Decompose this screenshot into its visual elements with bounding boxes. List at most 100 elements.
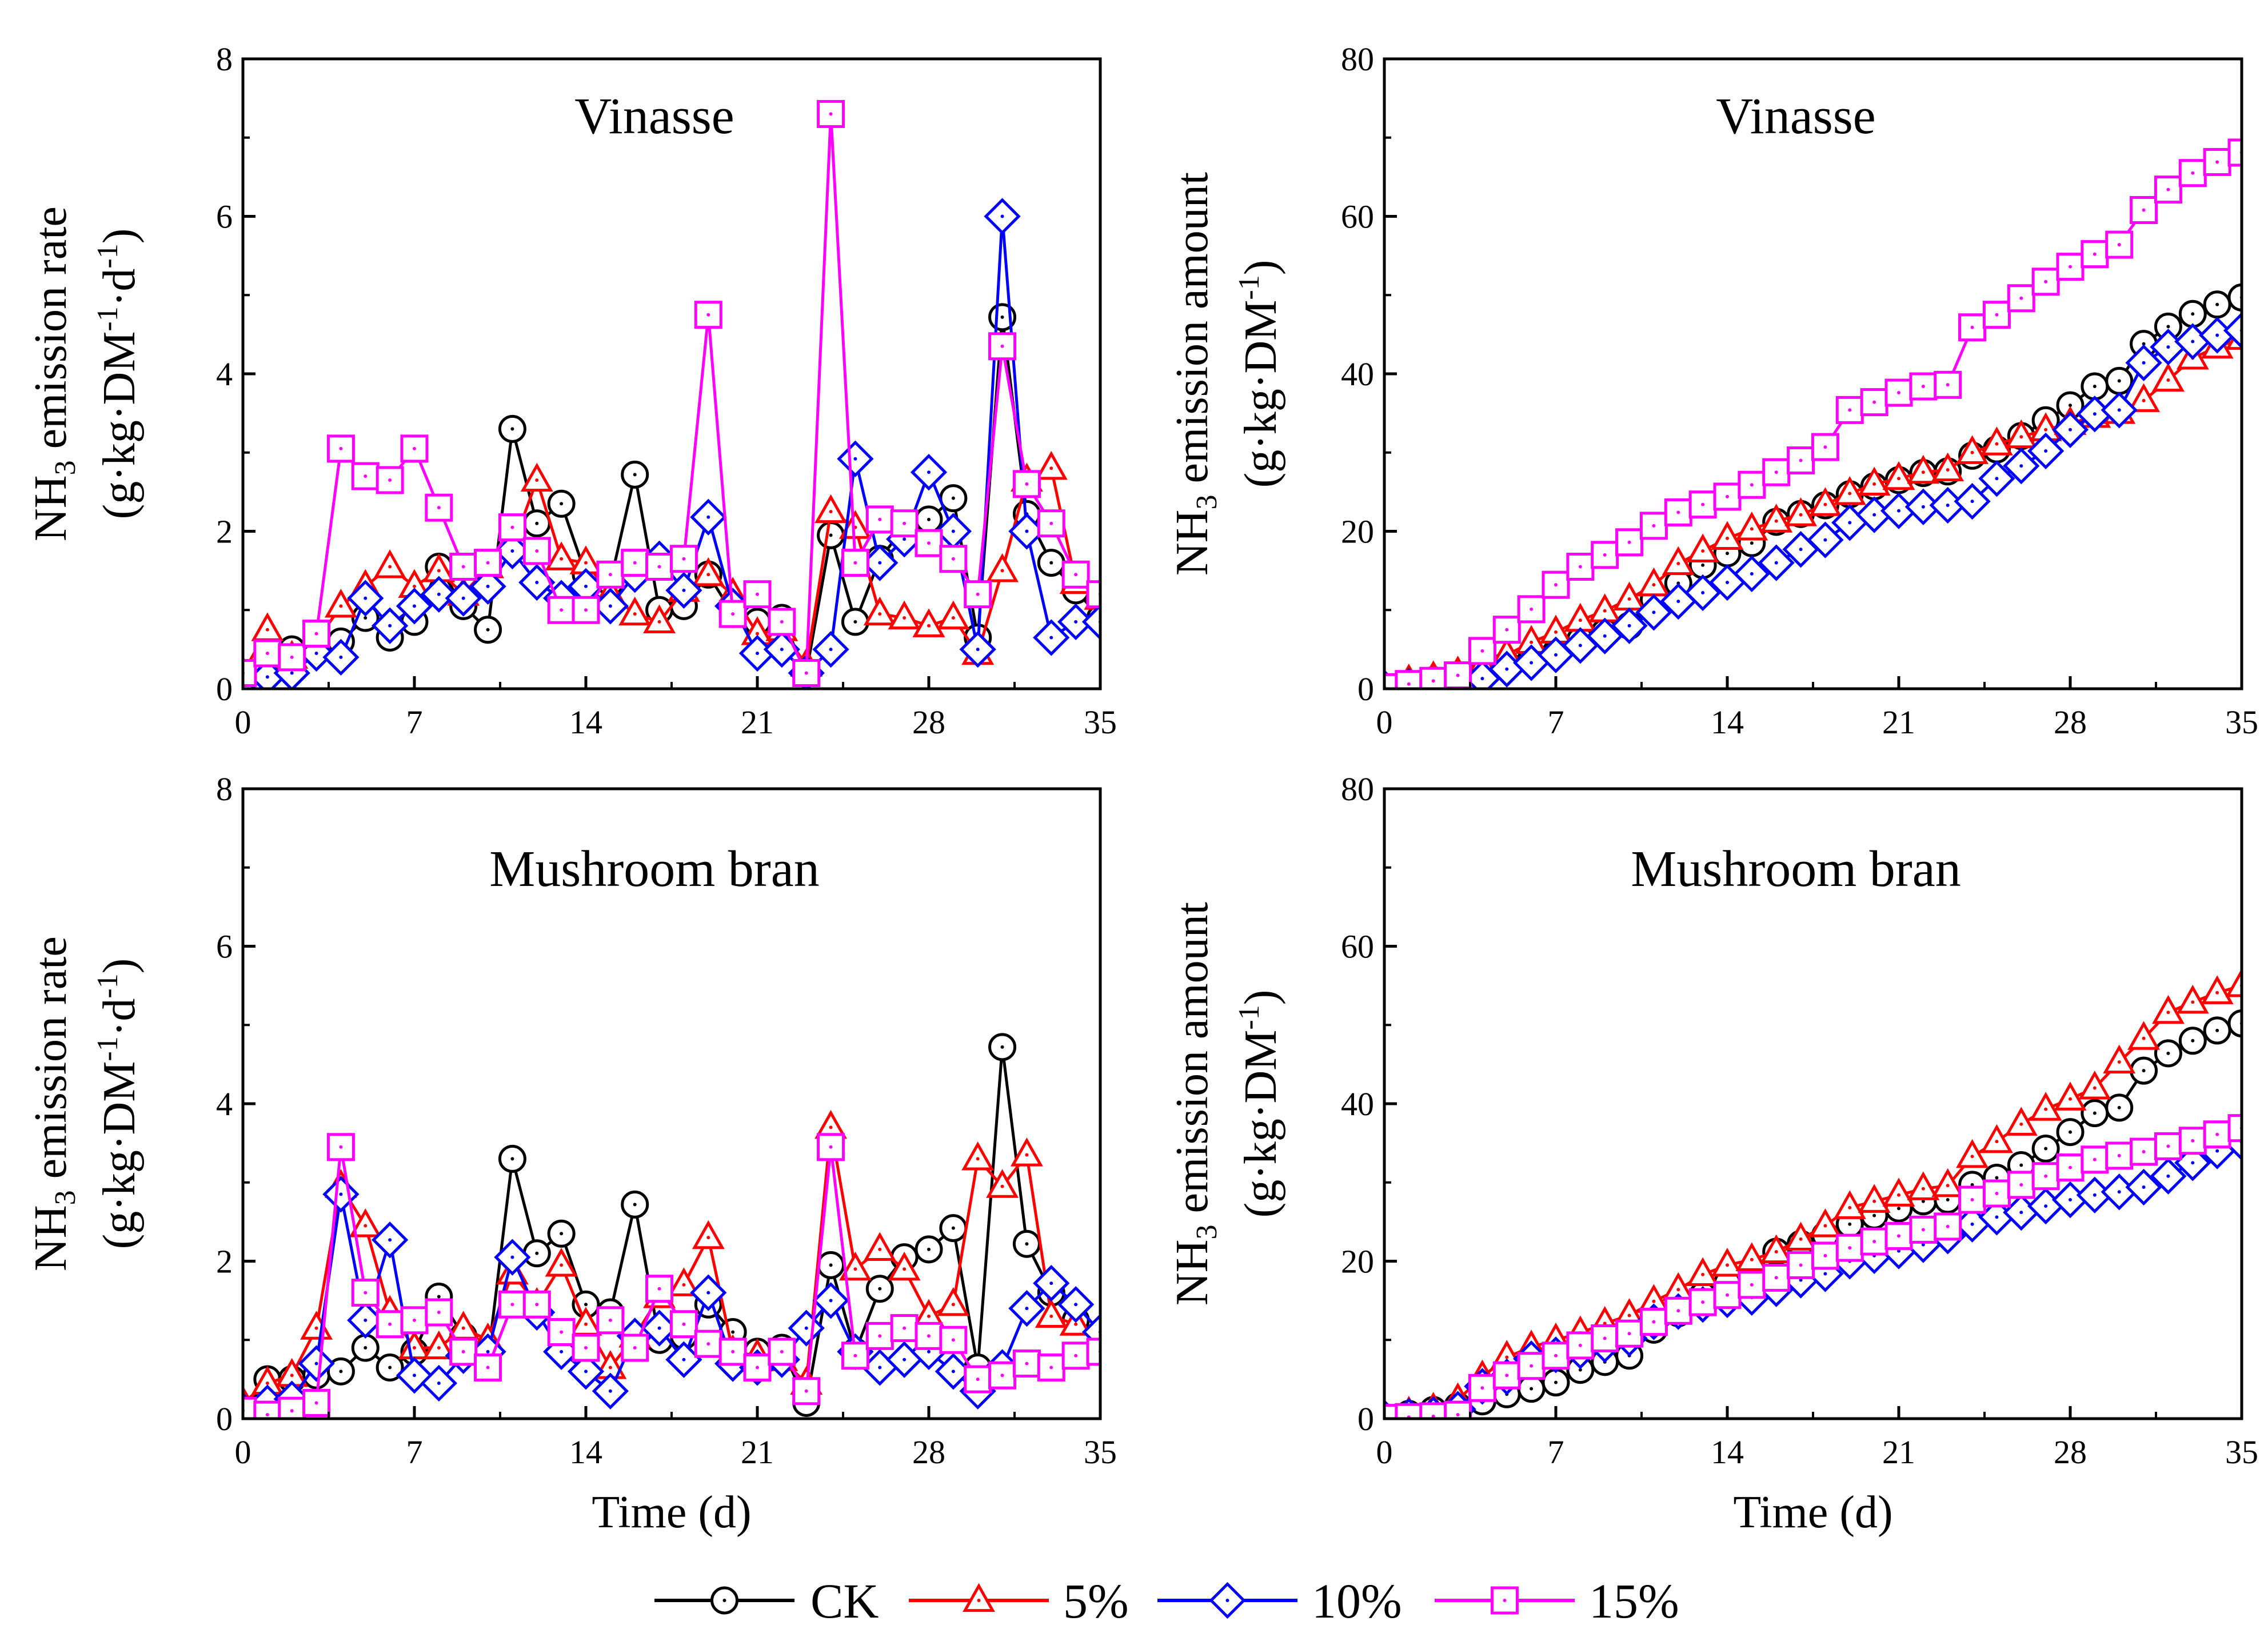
data-point-10pct-28-dot [2069, 1198, 2072, 1202]
data-point-15pct-13-dot [560, 1330, 564, 1334]
data-point-15pct-11-dot [510, 525, 514, 529]
data-point-5pct-16 [1760, 504, 1793, 533]
data-point-15pct-0 [243, 658, 257, 687]
data-point-CK-13-dot [560, 502, 564, 506]
data-point-15pct-8-dot [437, 1311, 441, 1315]
data-point-15pct-5-dot [364, 474, 368, 478]
data-point-10pct-26-dot [2019, 464, 2023, 468]
data-point-5pct-27-dot [903, 1267, 907, 1271]
data-point-15pct-35 [2227, 1114, 2242, 1143]
data-point-15pct-25-dot [1995, 313, 1999, 317]
data-point-10pct-22-dot [1921, 1243, 1925, 1247]
panel-title: Vinasse [1716, 88, 1876, 145]
data-point-5pct-17-dot [1799, 513, 1803, 517]
data-point-15pct-8-dot [1578, 1343, 1582, 1347]
data-point-10pct-8-dot [1578, 644, 1582, 648]
data-point-15pct-31 [2130, 1137, 2158, 1166]
y-title-nh: NH [1167, 509, 1217, 576]
data-point-5pct-25 [1980, 1124, 2013, 1153]
data-point-5pct-13-dot [1701, 549, 1705, 553]
y-unit-main: (g·kg·DM [94, 332, 145, 520]
data-point-5pct-28 [2054, 1081, 2087, 1111]
data-point-10pct-32-dot [1025, 529, 1029, 533]
data-point-5pct-21-dot [1897, 1193, 1900, 1197]
data-point-15pct-17 [645, 1275, 674, 1303]
data-point-CK-30-dot [2117, 1105, 2121, 1109]
y-tick-label: 0 [1357, 670, 1374, 708]
data-point-15pct-31-dot [2142, 208, 2146, 212]
data-point-5pct-8-dot [437, 569, 441, 573]
data-point-CK-19-dot [1848, 1222, 1852, 1226]
data-point-15pct-25-dot [853, 561, 857, 565]
data-point-10pct-24-dot [829, 648, 833, 652]
data-point-CK-34-dot [2215, 302, 2219, 306]
data-point-15pct-4-dot [339, 1145, 343, 1149]
data-point-15pct-22-dot [1921, 385, 1925, 389]
data-point-10pct-29-dot [2093, 1193, 2097, 1197]
y-tick-label: 6 [216, 198, 233, 235]
series-group [243, 1033, 1100, 1419]
data-point-15pct-10-dot [486, 561, 490, 565]
panel-title: Mushroom bran [489, 841, 819, 897]
data-point-15pct-17-dot [1799, 1263, 1803, 1267]
data-point-15pct-26-dot [2019, 296, 2023, 300]
data-point-5pct-26 [2005, 419, 2038, 449]
data-point-5pct-30 [2103, 1044, 2136, 1074]
data-point-10pct-17-dot [1799, 548, 1803, 552]
data-point-10pct-4-dot [339, 1192, 343, 1196]
data-point-15pct-14-dot [1726, 1293, 1729, 1297]
y-unit-sup: -1 [1233, 275, 1265, 300]
data-point-15pct-6-dot [388, 478, 392, 482]
data-point-5pct-19-dot [1848, 492, 1852, 496]
data-point-15pct-27-dot [903, 1326, 907, 1330]
data-point-15pct-7-dot [413, 446, 416, 450]
data-point-5pct-26-dot [878, 612, 882, 616]
data-point-CK-30-dot [2117, 379, 2121, 383]
y-axis-title-line1: NH3 emission rate [26, 206, 82, 541]
data-point-5pct-28 [912, 608, 945, 637]
data-point-15pct-23 [1934, 1212, 1962, 1241]
data-point-5pct-25 [838, 1251, 872, 1281]
x-axis-title: Time (d) [592, 1487, 751, 1538]
data-point-10pct-9-dot [461, 596, 465, 600]
data-point-15pct-33-dot [2191, 1139, 2195, 1143]
chart-panel-bottom-right: 0 7 14 21 28 35 0 20 40 60 80 Mushroom bran NH3 emis… [1167, 770, 2258, 1538]
legend-label: CK [810, 1574, 879, 1628]
x-axis-title: Time (d) [1733, 1487, 1892, 1538]
data-point-5pct-26 [863, 1232, 896, 1261]
y-unit-end: ) [1236, 990, 1286, 1005]
y-tick-label: 4 [216, 356, 233, 393]
data-point-15pct-13-dot [1701, 502, 1705, 506]
data-point-5pct-17 [1784, 1221, 1818, 1251]
data-point-5pct-25-dot [853, 1267, 857, 1271]
data-point-10pct-32-dot [2166, 1174, 2170, 1178]
data-point-10pct-22-dot [1921, 505, 1925, 509]
y-title-subscript: 3 [1191, 1224, 1223, 1239]
data-point-10pct-29-dot [951, 529, 955, 533]
data-point-5pct-9-dot [461, 1326, 465, 1330]
data-point-15pct-21-dot [1897, 391, 1900, 395]
data-point-15pct-34-dot [2215, 160, 2219, 164]
y-title-rest: emission rate [26, 206, 76, 460]
data-point-15pct-32-dot [1025, 482, 1029, 486]
data-point-10pct-10-dot [1627, 624, 1631, 628]
y-title-nh: NH [1167, 1239, 1217, 1305]
data-point-5pct-22-dot [1921, 470, 1925, 474]
y-tick-label: 20 [1341, 1243, 1374, 1280]
y-unit-main: (g·kg·DM [94, 1061, 145, 1249]
x-tick-label: 28 [912, 704, 945, 741]
data-point-5pct-27-dot [2044, 428, 2048, 432]
data-point-5pct-13 [1686, 533, 1719, 563]
data-point-5pct-19-dot [706, 1236, 710, 1240]
data-point-10pct-14-dot [584, 584, 588, 588]
data-point-5pct-33 [2176, 984, 2209, 1014]
panel-title: Vinasse [574, 88, 734, 145]
data-point-5pct-29-dot [2093, 1086, 2097, 1090]
data-point-CK-25-dot [853, 620, 857, 624]
data-point-10pct-12-dot [1676, 600, 1680, 604]
data-point-15pct-15 [596, 1306, 625, 1335]
legend-label: 5% [1063, 1574, 1129, 1628]
y-title-rest: emission rate [26, 936, 76, 1190]
